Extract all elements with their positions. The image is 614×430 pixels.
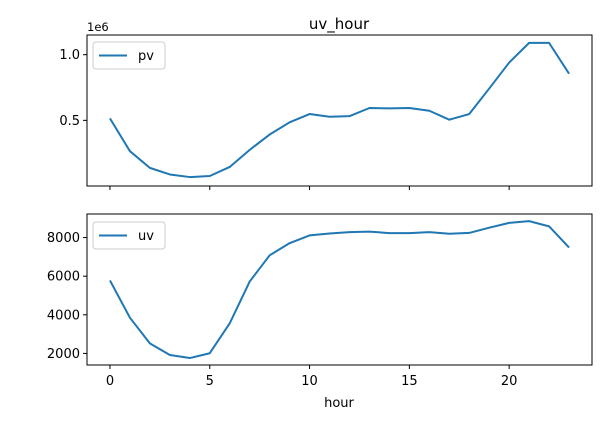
- x-tick-label: 10: [301, 374, 318, 389]
- x-axis-ticks: [109, 186, 510, 190]
- x-tick-label: 20: [501, 374, 518, 389]
- legend-label-pv: pv: [138, 49, 154, 64]
- uv-subplot: 2000 4000 6000 8000 0 5 10 15 20 uv hour: [47, 213, 593, 411]
- y-tick-label: 8000: [47, 231, 80, 246]
- plot-area-frame: [86, 213, 593, 366]
- y-axis-offset-label: 1e6: [87, 20, 109, 34]
- y-tick-label: 1.0: [59, 48, 80, 63]
- chart-title: uv_hour: [309, 15, 370, 34]
- legend-label-uv: uv: [138, 229, 154, 244]
- y-axis-ticks: 2000 4000 6000 8000: [47, 231, 87, 362]
- y-tick-label: 6000: [47, 270, 80, 285]
- x-tick-label: 5: [206, 374, 214, 389]
- x-axis-ticks: 0 5 10 15 20: [106, 365, 518, 389]
- legend-box: [92, 41, 166, 70]
- legend: pv: [92, 41, 166, 70]
- y-tick-label: 4000: [47, 308, 80, 323]
- y-axis-ticks: 0.5 1.0: [59, 48, 87, 129]
- pv-series-line: [109, 41, 570, 179]
- pv-subplot: uv_hour 1e6 0.5 1.0 pv: [59, 15, 593, 190]
- uv-series-line: [109, 220, 570, 360]
- legend-box: [92, 221, 166, 250]
- plot-area-frame: [86, 34, 593, 187]
- y-tick-label: 0.5: [59, 114, 80, 129]
- y-tick-label: 2000: [47, 347, 80, 362]
- x-tick-label: 15: [401, 374, 418, 389]
- legend: uv: [92, 221, 166, 250]
- x-axis-label: hour: [324, 396, 354, 411]
- x-tick-label: 0: [106, 374, 114, 389]
